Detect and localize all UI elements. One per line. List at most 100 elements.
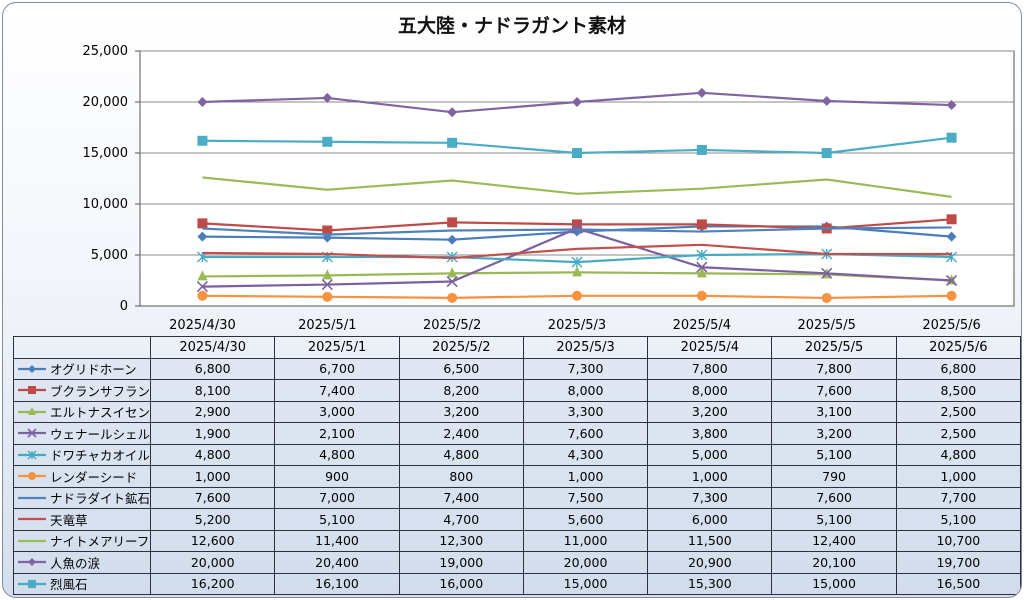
x-tick-label: 2025/4/30 <box>169 318 236 333</box>
table-column-header: 2025/5/3 <box>522 336 649 359</box>
table-cell: 4,800 <box>895 443 1021 466</box>
table-column-header: 2025/5/1 <box>274 336 400 359</box>
table-row: ナイトメアリーフ 12,600 11,400 12,300 11,000 11,500 12… <box>12 529 1021 552</box>
series-line <box>202 226 952 236</box>
table-cell: 800 <box>398 465 524 488</box>
data-point <box>447 137 458 148</box>
table-cell: 8,000 <box>647 379 773 402</box>
series-line <box>202 176 952 198</box>
table-cell: 15,000 <box>771 572 897 595</box>
table-cell: 7,400 <box>398 486 524 509</box>
legend-entry: 天竜草 <box>12 508 152 531</box>
table-header-row: 2025/4/30 2025/5/1 2025/5/2 2025/5/3 2025/5/… <box>12 336 1021 359</box>
table-cell: 1,000 <box>522 465 649 488</box>
table-corner <box>12 336 152 359</box>
legend-swatch <box>18 472 46 481</box>
series-name: ブクランサフラン <box>50 383 151 399</box>
legend-entry: ドワチャカオイル <box>12 443 152 466</box>
legend-marker <box>28 558 36 567</box>
table-cell: 6,500 <box>398 357 524 380</box>
legend-swatch <box>18 406 46 415</box>
table-cell: 6,800 <box>150 357 276 380</box>
table-cell: 2,500 <box>895 400 1021 423</box>
table-cell: 7,600 <box>150 486 276 509</box>
series-name: ウェナールシェル <box>50 426 151 442</box>
table-row: エルトナスイセン 2,900 3,000 3,200 3,300 3,200 3,100 2,… <box>12 400 1021 423</box>
table-cell: 1,900 <box>150 422 276 445</box>
legend-swatch <box>18 364 46 373</box>
data-point <box>696 219 707 230</box>
table-cell: 1,000 <box>895 465 1021 488</box>
data-point <box>572 266 582 277</box>
legend-entry: 人魚の涙 <box>12 551 152 574</box>
data-point <box>821 148 832 158</box>
data-point <box>447 234 458 245</box>
table-cell: 7,300 <box>522 357 649 380</box>
data-point <box>446 275 458 288</box>
data-point <box>572 148 582 158</box>
data-point <box>572 97 582 107</box>
table-cell: 20,000 <box>150 551 276 574</box>
table-cell: 7,400 <box>274 379 400 402</box>
data-point <box>572 290 582 301</box>
table-row: ブクランサフラン 8,100 7,400 8,200 8,000 8,000 7,600 8,… <box>12 379 1021 402</box>
table-cell: 2,100 <box>274 422 400 445</box>
legend-swatch <box>18 539 46 542</box>
data-point <box>447 217 458 228</box>
legend-entry: ブクランサフラン <box>12 379 152 402</box>
data-point <box>946 290 957 301</box>
table-cell: 16,000 <box>398 572 524 595</box>
table-cell: 15,000 <box>522 572 649 595</box>
table-row: ナドラダイト鉱石 7,600 7,000 7,400 7,500 7,300 7,600 7,… <box>12 486 1021 509</box>
legend-marker <box>28 472 36 481</box>
table-cell: 16,200 <box>150 572 276 595</box>
data-point <box>821 292 832 303</box>
table-column-header: 2025/5/6 <box>895 336 1021 359</box>
legend-entry: ウェナールシェル <box>12 422 152 445</box>
x-tick-label: 2025/5/6 <box>922 318 980 333</box>
legend-entry: オグリドホーン <box>12 357 152 380</box>
data-point <box>696 261 708 273</box>
y-tick-label: 5,000 <box>91 248 128 263</box>
data-point <box>197 231 208 242</box>
table-cell: 2,500 <box>895 422 1021 445</box>
table-column-header: 2025/4/30 <box>150 336 276 359</box>
table-cell: 4,300 <box>522 443 649 466</box>
table-cell: 8,200 <box>398 379 524 402</box>
table-cell: 7,600 <box>522 422 649 445</box>
y-tick-label: 25,000 <box>83 44 129 59</box>
table-cell: 4,800 <box>150 443 276 466</box>
series-name: ナイトメアリーフ <box>50 534 150 550</box>
table-cell: 5,600 <box>522 508 649 531</box>
table-cell: 3,200 <box>771 422 897 445</box>
table-cell: 3,200 <box>647 400 773 423</box>
data-point <box>322 269 333 280</box>
legend-swatch <box>18 450 46 460</box>
series-name: 烈風石 <box>50 577 88 593</box>
table-cell: 900 <box>274 465 400 488</box>
data-point <box>197 97 208 107</box>
table-cell: 3,100 <box>771 400 897 423</box>
data-point <box>447 267 458 278</box>
data-point <box>322 136 333 147</box>
x-tick-label: 2025/5/2 <box>423 318 481 333</box>
table-cell: 3,300 <box>522 400 649 423</box>
table-cell: 5,100 <box>771 508 897 531</box>
table-cell: 12,600 <box>150 529 276 552</box>
data-point <box>322 291 333 302</box>
legend-swatch <box>18 518 46 521</box>
legend-marker <box>28 579 36 588</box>
legend-marker <box>28 364 36 373</box>
data-point <box>696 144 707 155</box>
table-cell: 7,800 <box>771 357 897 380</box>
table-column-header: 2025/5/4 <box>647 336 773 359</box>
data-point <box>197 290 208 301</box>
table-cell: 4,700 <box>398 508 524 531</box>
table-cell: 7,600 <box>771 486 897 509</box>
table-cell: 7,800 <box>647 357 773 380</box>
x-tick-label: 2025/5/3 <box>548 318 606 333</box>
table-row: ウェナールシェル 1,900 2,100 2,400 7,600 3,800 3,200 2,… <box>12 422 1021 445</box>
table-cell: 7,500 <box>522 486 649 509</box>
y-tick-label: 10,000 <box>83 197 129 212</box>
table-cell: 2,400 <box>398 422 524 445</box>
